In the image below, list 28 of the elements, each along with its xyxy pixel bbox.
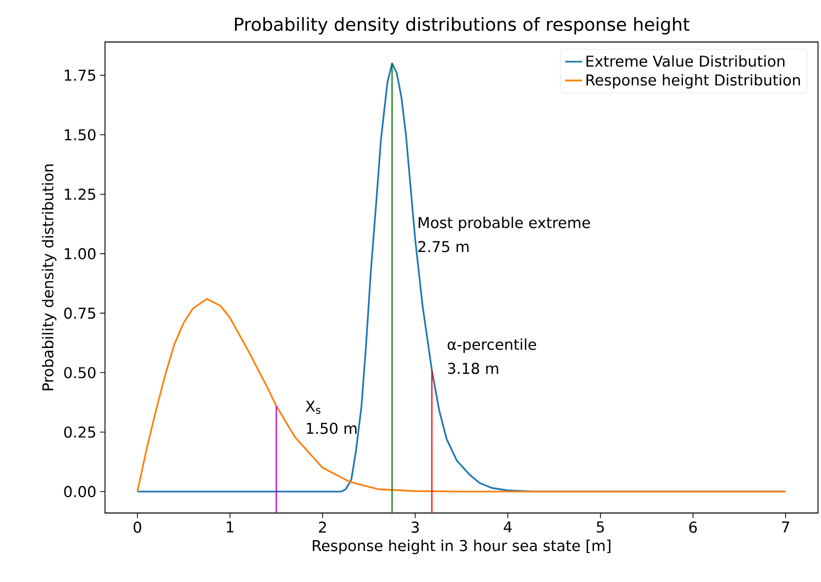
line-series [136, 298, 786, 492]
y-tick-label: 0.00 [64, 486, 96, 498]
x-tick-label: 1 [226, 522, 234, 532]
legend-label: Response height Distribution [586, 74, 800, 89]
y-tick-label: 1.50 [64, 129, 96, 140]
y-tick-label: 0.75 [64, 308, 96, 319]
legend-label: Extreme Value Distribution [586, 55, 784, 67]
annotation: 1.50 m [306, 422, 356, 434]
x-tick-label: 6 [689, 522, 697, 533]
x-tick-label: 0 [134, 522, 142, 533]
chart-title: Probability density distributions of response height [235, 17, 690, 34]
annotation: 3.18 m [448, 362, 498, 374]
annotation: X$_{s}$ [306, 400, 320, 414]
x-tick-label: 5 [596, 522, 604, 533]
x-tick-label: 7 [782, 522, 790, 532]
x-tick-label: 3 [412, 522, 419, 533]
y-axis-title: Probability density distribution [42, 164, 56, 390]
y-tick-label: 1.00 [64, 248, 96, 260]
y-tick-label: 1.25 [64, 188, 96, 200]
annotation: 2.75 m [418, 240, 469, 252]
x-axis-title: Response height in 3 hour sea state [m] [312, 540, 610, 554]
annotation: Most probable extreme [418, 216, 590, 232]
y-tick-label: 0.50 [64, 366, 96, 378]
x-tick-label: 2 [318, 522, 326, 533]
y-tick-label: 0.25 [64, 426, 96, 438]
x-tick-label: 4 [504, 522, 512, 532]
annotation: α-percentile [448, 338, 536, 353]
y-tick-label: 1.75 [64, 70, 96, 81]
